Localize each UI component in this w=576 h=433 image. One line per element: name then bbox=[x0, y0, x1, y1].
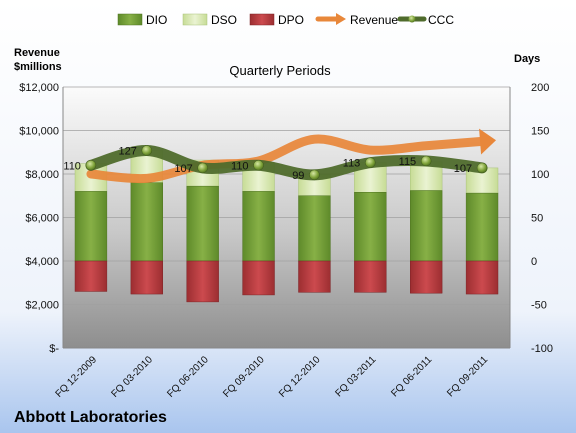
bar-dio bbox=[354, 192, 387, 262]
bar-dpo bbox=[354, 260, 387, 293]
bar-dpo bbox=[130, 260, 163, 295]
right-axis-tick-label: 50 bbox=[531, 213, 543, 225]
right-axis-tick-label: 100 bbox=[531, 169, 549, 181]
ccc-marker bbox=[85, 160, 97, 171]
left-axis-tick-label: $- bbox=[49, 343, 59, 355]
right-axis-tick-label: 0 bbox=[531, 256, 537, 268]
ccc-data-label: 115 bbox=[399, 156, 417, 168]
bar-dio bbox=[186, 185, 219, 262]
chart-title: Quarterly Periods bbox=[229, 63, 331, 78]
ccc-marker bbox=[476, 162, 488, 174]
left-axis-label-line2: $millions bbox=[14, 61, 62, 73]
ccc-data-label: 110 bbox=[231, 160, 249, 172]
ccc-data-label: 107 bbox=[454, 163, 472, 175]
ccc-marker bbox=[420, 155, 432, 167]
left-axis-tick-label: $6,000 bbox=[25, 213, 59, 225]
revenue-arrowhead bbox=[479, 128, 497, 155]
legend-label-dio: DIO bbox=[146, 13, 167, 27]
company-name: Abbott Laboratories bbox=[14, 409, 167, 426]
bar-dio bbox=[74, 191, 108, 262]
bar-dpo bbox=[242, 260, 275, 296]
bar-dpo bbox=[186, 260, 219, 303]
bar-dio bbox=[410, 190, 443, 262]
bar-dpo bbox=[298, 260, 331, 293]
ccc-marker bbox=[365, 157, 376, 168]
legend-label-dso: DSO bbox=[211, 13, 237, 27]
ccc-data-label: 127 bbox=[118, 146, 136, 158]
right-axis-tick-label: -100 bbox=[531, 343, 553, 355]
bar-dpo bbox=[465, 260, 499, 295]
ccc-data-label: 113 bbox=[343, 158, 361, 170]
lines bbox=[85, 128, 497, 184]
legend-label-ccc: CCC bbox=[428, 13, 454, 27]
right-axis-tick-label: 150 bbox=[531, 126, 549, 138]
left-axis-tick-label: $10,000 bbox=[19, 126, 59, 138]
revenue-line bbox=[86, 134, 487, 184]
legend-swatch-dio bbox=[117, 13, 143, 26]
bar-dpo bbox=[74, 260, 108, 292]
bar-dio bbox=[298, 195, 331, 262]
bar-dpo bbox=[410, 260, 443, 294]
left-axis-tick-label: $12,000 bbox=[19, 82, 59, 94]
left-axis-tick-label: $8,000 bbox=[25, 169, 59, 181]
ccc-data-label: 110 bbox=[63, 160, 81, 172]
left-axis-label-line1: Revenue bbox=[14, 47, 60, 59]
ccc-data-label: 99 bbox=[292, 170, 304, 182]
ccc-data-label: 107 bbox=[174, 163, 192, 175]
right-axis-label: Days bbox=[514, 53, 540, 65]
bar-dio bbox=[242, 191, 275, 262]
legend-arrowhead-revenue bbox=[336, 13, 346, 25]
legend-swatch-dso bbox=[182, 13, 208, 26]
legend-label-dpo: DPO bbox=[278, 13, 304, 27]
right-axis-tick-label: 200 bbox=[531, 82, 549, 94]
bar-dio bbox=[465, 192, 499, 262]
ccc-marker bbox=[309, 169, 320, 181]
left-axis-tick-label: $2,000 bbox=[25, 300, 59, 312]
legend-swatch-dpo bbox=[249, 13, 275, 26]
legend-label-revenue: Revenue bbox=[350, 13, 398, 27]
ccc-marker bbox=[253, 160, 264, 171]
ccc-marker bbox=[197, 162, 208, 174]
bar-dio bbox=[130, 182, 163, 262]
legend-marker-ccc bbox=[408, 15, 416, 23]
ccc-marker bbox=[141, 145, 153, 156]
right-axis-tick-label: -50 bbox=[531, 300, 547, 312]
bars bbox=[74, 150, 499, 303]
legend: DIO DSO DPO Revenue CCC bbox=[117, 13, 454, 27]
data-labels: 110 127 107 110 99 113 115 107 bbox=[63, 146, 472, 182]
left-axis-tick-label: $4,000 bbox=[25, 256, 59, 268]
